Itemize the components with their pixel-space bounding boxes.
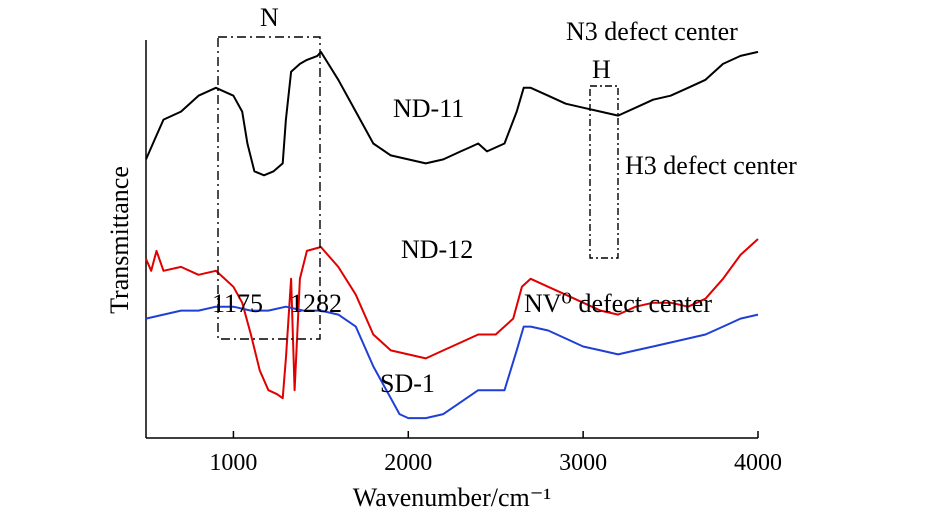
x-tick-label-1000: 1000 bbox=[209, 450, 257, 476]
series-label-nd12: ND-12 bbox=[401, 235, 473, 264]
series-label-sd1: SD-1 bbox=[380, 369, 435, 398]
y-axis-title: Transmittance bbox=[105, 166, 134, 314]
n-region-box bbox=[217, 36, 321, 340]
series-group bbox=[145, 50, 759, 420]
x-tick-label-2000: 2000 bbox=[384, 450, 432, 476]
n3-label: N3 defect center bbox=[566, 17, 738, 46]
x-ticks: 1000 2000 3000 4000 bbox=[209, 431, 782, 476]
h-region-box bbox=[589, 85, 619, 259]
peak-1175-label: 1175 bbox=[212, 289, 263, 318]
series-line-nd-12 bbox=[145, 238, 759, 400]
x-axis-title: Wavenumber/cm⁻¹ bbox=[353, 483, 551, 512]
h3-label: H3 defect center bbox=[625, 151, 797, 180]
h-box-label: H bbox=[592, 55, 611, 84]
nv0-label: NV⁰ defect center bbox=[524, 289, 712, 318]
series-label-nd11: ND-11 bbox=[393, 94, 464, 123]
series-line-sd-1 bbox=[145, 305, 759, 420]
series-line-nd-11 bbox=[145, 50, 759, 177]
peak-1282-label: 1282 bbox=[290, 289, 342, 318]
x-tick-label-4000: 4000 bbox=[734, 450, 782, 476]
x-tick-label-3000: 3000 bbox=[559, 450, 607, 476]
n-box-label: N bbox=[260, 3, 279, 32]
